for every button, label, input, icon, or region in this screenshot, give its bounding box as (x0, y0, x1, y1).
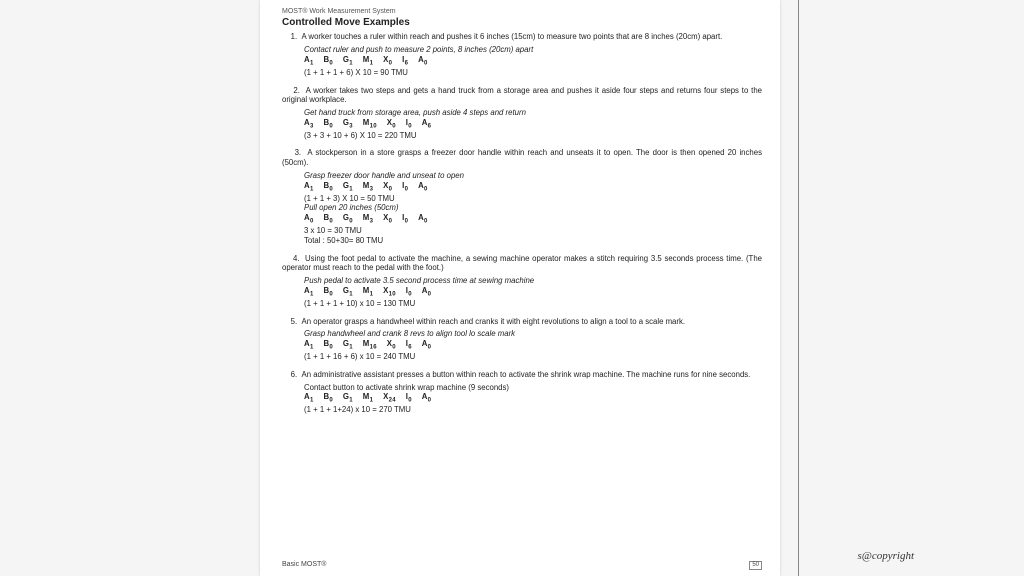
block-description: Grasp freezer door handle and unseat to … (304, 171, 762, 181)
example-text: 2. A worker takes two steps and gets a h… (282, 86, 762, 105)
sequence-notation: A1 B0 G1 M1 X10 I0 A0 (304, 286, 762, 299)
page-number: 50 (749, 561, 762, 571)
example-text: 1. A worker touches a ruler within reach… (282, 32, 762, 42)
system-line: MOST® Work Measurement System (282, 8, 762, 17)
sequence-notation: A1 B0 G1 M1 X24 I0 A0 (304, 392, 762, 405)
footer-left: Basic MOST® (282, 561, 326, 570)
copyright-watermark: s@copyright (857, 550, 914, 562)
calculation-line: (1 + 1 + 16 + 6) x 10 = 240 TMU (304, 352, 762, 362)
block-description: Get hand truck from storage area, push a… (304, 108, 762, 118)
page-edge-line (798, 0, 799, 576)
calculation-line: (1 + 1 + 1+24) x 10 = 270 TMU (304, 405, 762, 415)
example-text: 3. A stockperson in a store grasps a fre… (282, 148, 762, 167)
calculation-line: (1 + 1 + 1 + 10) x 10 = 130 TMU (304, 299, 762, 309)
block-description: Contact ruler and push to measure 2 poin… (304, 45, 762, 55)
calculation-line: 3 x 10 = 30 TMU (304, 226, 762, 236)
spacer (282, 362, 762, 368)
block-description: Grasp handwheel and crank 8 revs to alig… (304, 329, 762, 339)
page-title: Controlled Move Examples (282, 17, 762, 30)
sequence-notation: A0 B0 G0 M3 X0 I0 A0 (304, 213, 762, 226)
document-page: MOST® Work Measurement System Controlled… (260, 0, 780, 576)
calculation-line: (3 + 3 + 10 + 6) X 10 = 220 TMU (304, 131, 762, 141)
example-text: 6. An administrative assistant presses a… (282, 370, 762, 380)
calculation-line: (1 + 1 + 1 + 6) X 10 = 90 TMU (304, 68, 762, 78)
example-text: 5. An operator grasps a handwheel within… (282, 317, 762, 327)
extra-line: Total : 50+30= 80 TMU (304, 236, 762, 246)
spacer (282, 309, 762, 315)
sequence-notation: A1 B0 G1 M1 X0 I6 A0 (304, 55, 762, 68)
block-description: Contact button to activate shrink wrap m… (304, 383, 762, 393)
sequence-notation: A1 B0 G1 M3 X0 I0 A0 (304, 181, 762, 194)
examples-container: 1. A worker touches a ruler within reach… (282, 32, 762, 421)
block-description: Push pedal to activate 3.5 second proces… (304, 276, 762, 286)
sequence-notation: A1 B0 G1 M16 X0 I6 A0 (304, 339, 762, 352)
block-description: Pull open 20 inches (50cm) (304, 203, 762, 213)
page-footer: Basic MOST® 50 (282, 561, 762, 571)
sequence-notation: A3 B0 G3 M10 X0 I0 A6 (304, 118, 762, 131)
spacer (282, 78, 762, 84)
example-text: 4. Using the foot pedal to activate the … (282, 254, 762, 273)
spacer (282, 246, 762, 252)
calculation-line: (1 + 1 + 3) X 10 = 50 TMU (304, 194, 762, 204)
spacer (282, 415, 762, 421)
spacer (282, 140, 762, 146)
